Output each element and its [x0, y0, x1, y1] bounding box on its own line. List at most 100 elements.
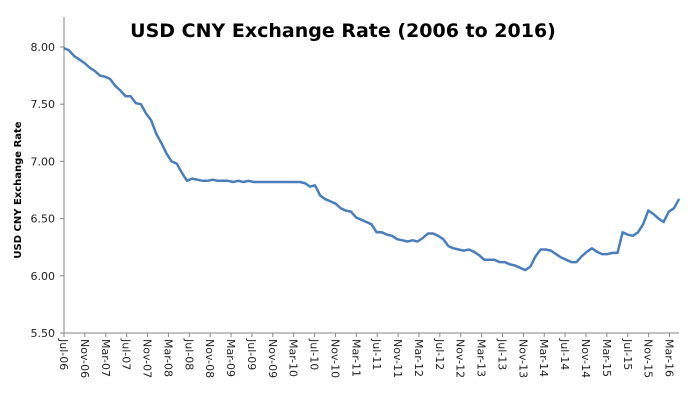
data-point	[299, 181, 301, 183]
data-point	[345, 209, 347, 212]
data-point	[514, 264, 516, 267]
data-point	[678, 198, 680, 200]
data-point	[663, 221, 665, 223]
data-point	[565, 259, 567, 261]
data-point	[335, 203, 337, 205]
data-point	[381, 231, 383, 233]
data-point	[647, 209, 649, 212]
data-point	[370, 223, 373, 225]
data-point	[89, 66, 91, 69]
x-tick-label: Jul-07	[120, 338, 133, 370]
data-point	[581, 255, 583, 257]
data-point	[447, 245, 449, 247]
data-point	[478, 254, 480, 256]
data-point	[555, 253, 557, 255]
data-point	[253, 181, 255, 183]
x-tick-label: Jul-06	[57, 338, 70, 370]
data-point	[114, 85, 116, 87]
data-point	[94, 70, 96, 72]
data-point	[268, 181, 270, 183]
y-tick-label: 6.50	[31, 213, 56, 226]
x-tick-label: Nov-11	[391, 339, 404, 378]
data-point	[206, 180, 209, 182]
y-tick-label: 7.00	[31, 155, 56, 168]
x-tick-label: Mar-16	[663, 339, 676, 377]
data-point	[329, 200, 332, 203]
x-tick-label: Jul-11	[370, 338, 383, 370]
data-point	[432, 232, 434, 235]
data-point	[263, 181, 265, 183]
data-point	[324, 198, 326, 200]
data-point	[376, 231, 378, 233]
x-tick-label: Jul-12	[433, 338, 446, 370]
data-point	[504, 261, 506, 263]
data-point	[150, 119, 152, 121]
x-tick-label: Mar-10	[287, 339, 300, 377]
data-point	[437, 235, 439, 237]
data-point	[632, 235, 634, 237]
data-point	[186, 180, 188, 182]
data-point	[493, 259, 496, 261]
data-point	[124, 95, 127, 97]
data-point	[73, 55, 75, 57]
data-point	[499, 261, 501, 263]
data-point	[63, 47, 65, 49]
data-point	[304, 182, 306, 184]
x-tick-label: Nov-14	[579, 339, 592, 378]
data-point	[165, 152, 168, 154]
data-point	[350, 211, 352, 213]
data-point	[519, 267, 521, 269]
data-point	[575, 261, 578, 263]
x-tick-label: Mar-09	[224, 339, 237, 377]
data-point	[550, 250, 552, 252]
x-tick-label: Mar-13	[475, 339, 488, 377]
data-point	[637, 231, 639, 233]
data-point	[458, 248, 460, 251]
data-point	[109, 78, 111, 80]
data-point	[135, 102, 137, 104]
data-point	[237, 180, 239, 182]
data-point	[191, 177, 193, 180]
x-tick-label: Jul-08	[182, 338, 195, 370]
data-point	[668, 211, 670, 213]
x-tick-label: Mar-12	[412, 339, 425, 377]
data-point	[181, 172, 183, 174]
data-point	[401, 239, 403, 241]
data-point	[534, 255, 537, 257]
data-point	[273, 181, 275, 183]
data-point	[427, 232, 429, 235]
x-tick-label: Mar-14	[537, 339, 550, 377]
data-point	[545, 248, 547, 251]
x-tick-label: Nov-15	[642, 339, 655, 378]
data-point	[140, 103, 142, 105]
y-axis-label: USD CNY Exchange Rate	[13, 121, 24, 258]
data-point	[217, 180, 219, 182]
data-point	[442, 238, 444, 240]
y-tick-label: 7.50	[31, 98, 56, 111]
data-point	[242, 181, 244, 183]
x-tick-label: Nov-08	[203, 339, 216, 378]
data-point	[119, 89, 121, 92]
x-tick-label: Nov-09	[266, 339, 279, 378]
data-point	[212, 179, 214, 181]
data-point	[232, 181, 234, 183]
data-point	[570, 261, 572, 263]
data-point	[463, 250, 465, 252]
data-point	[78, 58, 80, 61]
data-point	[411, 239, 414, 241]
data-point	[396, 238, 398, 240]
exchange-rate-line	[63, 46, 681, 272]
data-point	[601, 253, 603, 255]
data-point	[611, 252, 613, 254]
data-point	[596, 251, 598, 253]
data-point	[360, 219, 362, 221]
data-point	[130, 95, 132, 97]
data-point	[673, 207, 675, 209]
data-point	[104, 76, 106, 78]
data-point	[529, 266, 531, 268]
x-tick-label: Nov-06	[78, 339, 91, 378]
x-tick-label: Nov-07	[141, 339, 154, 378]
data-point	[422, 237, 424, 239]
y-tick-label: 8.00	[31, 41, 56, 54]
data-point	[468, 248, 470, 251]
